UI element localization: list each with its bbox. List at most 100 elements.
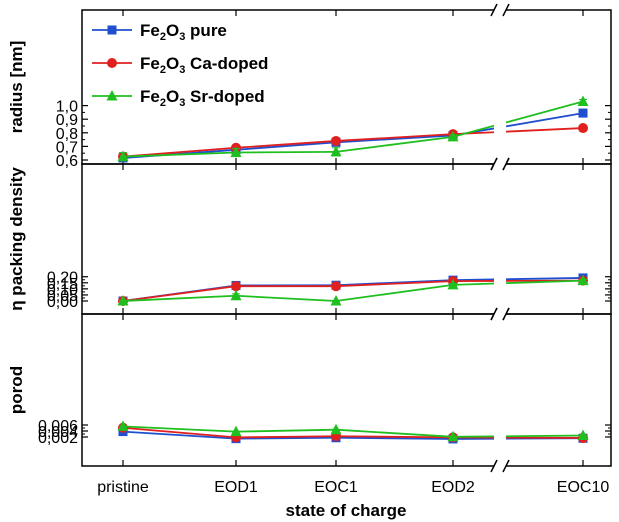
series-line bbox=[235, 141, 337, 151]
series-line bbox=[235, 428, 337, 433]
series-line bbox=[505, 112, 584, 128]
series-line bbox=[335, 279, 454, 287]
series-line bbox=[505, 100, 584, 124]
data-point bbox=[330, 423, 342, 435]
axis-break-mark bbox=[502, 307, 510, 321]
axis-break-gap bbox=[494, 462, 506, 470]
legend-label: Fe2O3 Ca-doped bbox=[140, 54, 268, 76]
axis-break-mark bbox=[490, 459, 498, 473]
series-line bbox=[505, 277, 584, 281]
data-point bbox=[117, 295, 129, 306]
y-tick-label: 0,10 bbox=[47, 282, 78, 299]
axis-break-mark bbox=[502, 157, 510, 171]
x-tick-label: EOC10 bbox=[557, 479, 610, 496]
series-line bbox=[452, 124, 495, 138]
data-point bbox=[447, 278, 459, 290]
axis-break-mark bbox=[502, 459, 510, 473]
series-line bbox=[122, 426, 237, 439]
x-tick-label: EOD1 bbox=[214, 479, 258, 496]
series-line bbox=[452, 278, 495, 282]
series-line bbox=[122, 425, 237, 433]
y-tick-label: 0,8 bbox=[56, 126, 78, 143]
data-point bbox=[578, 123, 588, 134]
series-line bbox=[505, 127, 584, 133]
data-point bbox=[330, 145, 342, 157]
panel-2: 0,000,050,100,150,20 η packing density bbox=[7, 157, 612, 321]
data-point bbox=[331, 135, 341, 146]
data-point bbox=[117, 150, 129, 162]
axis-break-mark bbox=[490, 157, 498, 171]
y-tick-label: 0,20 bbox=[47, 270, 78, 287]
x-tick-label: pristine bbox=[97, 479, 149, 496]
series-line bbox=[335, 280, 454, 288]
y-tick-label: 0,05 bbox=[47, 288, 78, 305]
series-2 bbox=[118, 422, 588, 443]
y-axis-label: η packing density bbox=[7, 167, 26, 311]
data-point bbox=[117, 420, 129, 431]
panel-1: 0,60,70,80,91,0 radius [nm] bbox=[7, 3, 612, 171]
legend-marker bbox=[107, 25, 117, 35]
series-line bbox=[235, 294, 337, 302]
series-line bbox=[335, 135, 454, 153]
legend-marker bbox=[107, 58, 117, 68]
legend-label: Fe2O3 pure bbox=[140, 21, 227, 43]
series-line bbox=[452, 131, 495, 136]
series-line bbox=[235, 140, 337, 149]
y-tick-label: 1,0 bbox=[56, 99, 78, 116]
y-axis-label: radius [nm] bbox=[7, 41, 26, 134]
data-point bbox=[447, 130, 459, 142]
series-line bbox=[235, 150, 337, 154]
x-tick-label: EOD2 bbox=[431, 479, 475, 496]
series-line bbox=[335, 435, 454, 439]
x-tick-labels: pristine EOD1 EOC1 EOD2 EOC10 bbox=[97, 479, 609, 496]
data-point bbox=[578, 108, 588, 118]
axis-break-mark bbox=[490, 3, 498, 17]
y-tick-label: 0,002 bbox=[38, 430, 78, 447]
series-1 bbox=[118, 273, 588, 306]
series-line bbox=[335, 134, 454, 144]
data-point bbox=[230, 289, 242, 301]
series-line bbox=[122, 285, 237, 302]
series-line bbox=[122, 294, 237, 302]
series-line bbox=[122, 430, 237, 440]
y-tick-label: 0,7 bbox=[56, 139, 78, 156]
y-axis-label: porod bbox=[7, 366, 26, 414]
data-point bbox=[231, 281, 241, 292]
series-line bbox=[235, 435, 337, 439]
y-tick-label: 0,004 bbox=[38, 424, 78, 441]
data-point bbox=[577, 95, 589, 107]
series-3 bbox=[117, 420, 589, 442]
axis-break-gap bbox=[494, 160, 506, 168]
series-line bbox=[122, 151, 237, 158]
legend-marker bbox=[106, 90, 118, 101]
data-point bbox=[577, 274, 589, 286]
series-line bbox=[335, 283, 454, 302]
y-tick-label: 0,00 bbox=[47, 294, 78, 311]
axis-break-gap bbox=[494, 6, 506, 14]
legend-label: Fe2O3 Sr-doped bbox=[140, 87, 265, 109]
series-line bbox=[335, 428, 454, 438]
y-tick-label: 0,15 bbox=[47, 276, 78, 293]
series-2 bbox=[118, 275, 588, 306]
series-3 bbox=[117, 95, 589, 162]
series-line bbox=[505, 434, 584, 438]
data-point bbox=[331, 281, 341, 292]
series-3 bbox=[117, 274, 589, 306]
axis-break-gap bbox=[494, 310, 506, 318]
axis-break-mark bbox=[502, 3, 510, 17]
x-tick-label: EOC1 bbox=[314, 479, 358, 496]
y-tick-label: 0,6 bbox=[56, 153, 78, 170]
data-point bbox=[230, 146, 242, 158]
data-point bbox=[230, 425, 242, 437]
chart-legend: Fe2O3 pure Fe2O3 Ca-doped Fe2O3 Sr-doped bbox=[92, 21, 268, 109]
series-line bbox=[452, 282, 495, 286]
panel-frame bbox=[81, 313, 612, 467]
x-axis-title: state of charge bbox=[286, 501, 407, 520]
series-line bbox=[235, 436, 337, 440]
axis-break-mark bbox=[490, 307, 498, 321]
series-line bbox=[335, 436, 454, 440]
y-tick-label: 0,9 bbox=[56, 112, 78, 129]
